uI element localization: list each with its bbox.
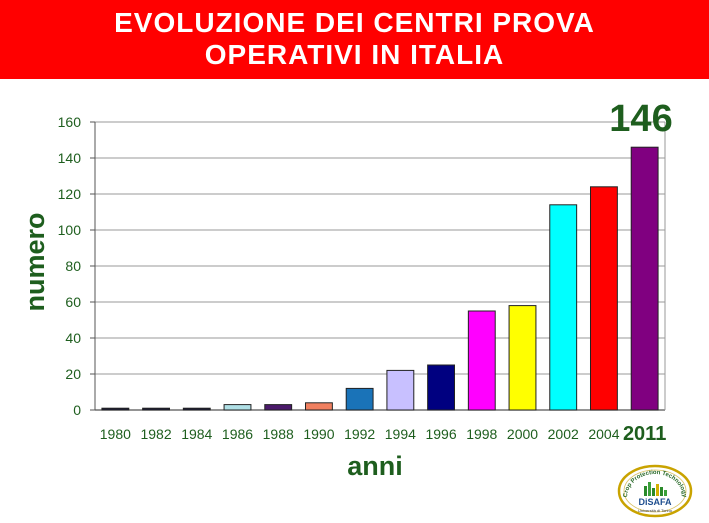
gridlines bbox=[95, 121, 665, 411]
y-tick-label: 0 bbox=[73, 402, 81, 418]
logo-subtitle: Università di Torino bbox=[638, 508, 673, 513]
bar-1998 bbox=[467, 310, 496, 411]
bar-1992 bbox=[345, 387, 374, 411]
x-tick-label: 1986 bbox=[222, 426, 253, 442]
bar-2002 bbox=[549, 204, 578, 411]
x-tick-label: 1980 bbox=[100, 426, 131, 442]
x-tick-label: 1998 bbox=[466, 426, 497, 442]
y-tick-label: 60 bbox=[65, 294, 81, 310]
value-annotation: 146 bbox=[609, 98, 672, 140]
bar-2000 bbox=[508, 305, 537, 411]
title-banner: EVOLUZIONE DEI CENTRI PROVA OPERATIVI IN… bbox=[0, 0, 709, 79]
y-tick-labels: 0 20 40 60 80 100 120 140 160 bbox=[58, 114, 82, 418]
bar-2011 bbox=[630, 146, 659, 411]
title-line-1: EVOLUZIONE DEI CENTRI PROVA bbox=[114, 7, 595, 38]
disafa-logo: Crop Protection Technology DiSAFA Univer… bbox=[617, 464, 693, 518]
bar-1996 bbox=[427, 364, 456, 411]
bars bbox=[101, 146, 659, 411]
y-tick-label: 80 bbox=[65, 258, 81, 274]
bar-1988 bbox=[264, 404, 293, 411]
logo-name: DiSAFA bbox=[638, 497, 672, 507]
x-tick-label: 2002 bbox=[548, 426, 579, 442]
x-tick-label: 1996 bbox=[425, 426, 456, 442]
y-axis-label: numero bbox=[20, 212, 50, 311]
x-tick-label: 1984 bbox=[181, 426, 212, 442]
bar-1980 bbox=[101, 407, 130, 411]
bar-1982 bbox=[142, 407, 171, 411]
bar-1994 bbox=[386, 369, 415, 411]
y-tick-label: 40 bbox=[65, 330, 81, 346]
x-tick-label: 2000 bbox=[507, 426, 538, 442]
y-tick-label: 120 bbox=[58, 186, 82, 202]
x-axis-label: anni bbox=[347, 451, 403, 481]
bar-1984 bbox=[182, 407, 211, 411]
x-tick-label: 1988 bbox=[263, 426, 294, 442]
bar-1986 bbox=[223, 404, 252, 411]
y-tick-label: 100 bbox=[58, 222, 82, 238]
x-tick-label: 1992 bbox=[344, 426, 375, 442]
title-line-2: OPERATIVI IN ITALIA bbox=[204, 39, 505, 70]
x-tick-label: 2011 bbox=[623, 423, 666, 445]
x-tick-label: 2004 bbox=[588, 426, 619, 442]
y-tick-label: 20 bbox=[65, 366, 81, 382]
y-tick-label: 140 bbox=[58, 150, 82, 166]
x-tick-label: 1990 bbox=[303, 426, 334, 442]
bar-2004 bbox=[589, 186, 618, 411]
bar-1990 bbox=[304, 402, 333, 411]
x-tick-label: 1994 bbox=[385, 426, 416, 442]
x-tick-label: 1982 bbox=[140, 426, 171, 442]
y-tick-label: 160 bbox=[58, 114, 82, 130]
x-tick-labels: 1980 1982 1984 1986 1988 1990 1992 1994 1996 1998… bbox=[100, 423, 667, 445]
